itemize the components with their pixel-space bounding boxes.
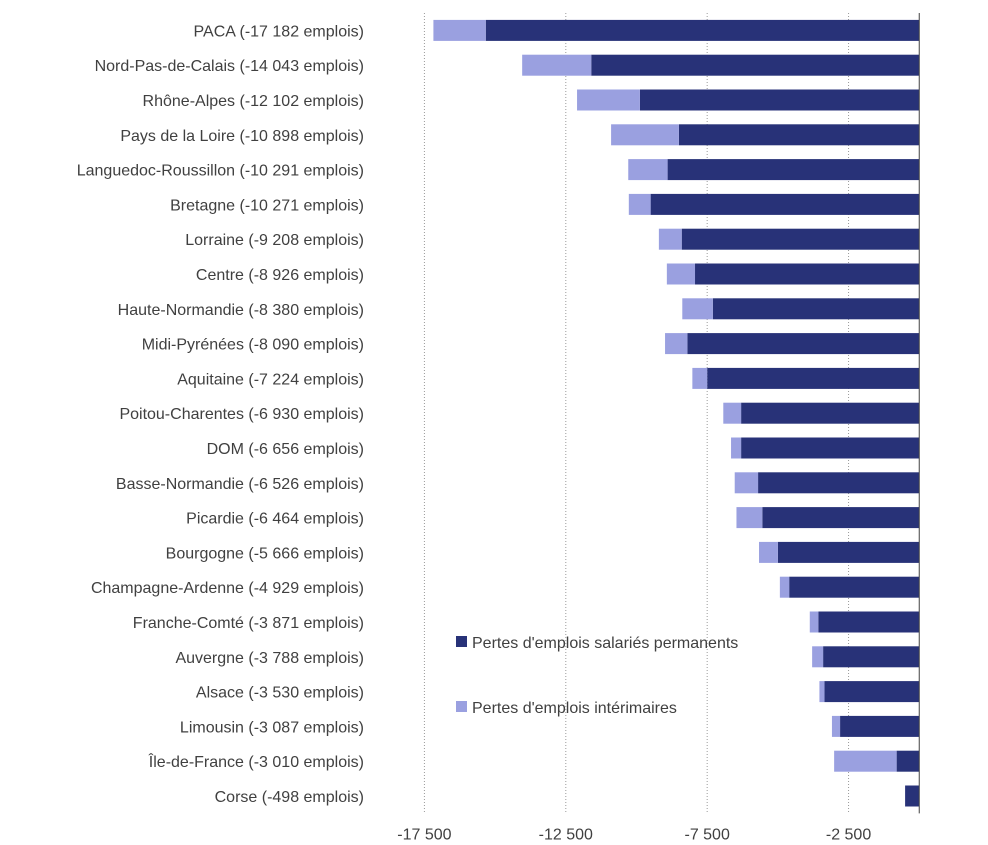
bar-permanents [905,785,920,807]
x-tick-label: -2 500 [826,826,871,843]
bar-interimaires [723,402,742,424]
gridlines [423,13,850,814]
category-label: Bretagne (-10 271 emplois) [170,197,364,214]
bar-permanents [667,159,920,181]
category-label: Bourgogne (-5 666 emplois) [166,545,364,562]
legend-swatch-interimaires [456,701,467,712]
category-label: DOM (-6 656 emplois) [207,441,364,458]
bar-permanents [824,681,920,703]
bar-permanents [758,472,920,494]
category-label: Midi-Pyrénées (-8 090 emplois) [142,337,364,354]
category-label: Auvergne (-3 788 emplois) [175,650,364,667]
category-label: Limousin (-3 087 emplois) [180,719,364,736]
bar-permanents [712,298,920,320]
bar-interimaires [731,437,742,459]
bar-interimaires [577,89,640,111]
bar-permanents [741,437,920,459]
bar-permanents [789,576,920,598]
category-label: Pays de la Loire (-10 898 emplois) [120,128,364,145]
category-label: Corse (-498 emplois) [215,789,364,806]
category-label: Haute-Normandie (-8 380 emplois) [118,302,364,319]
bar-permanents [681,228,920,250]
category-label: Basse-Normandie (-6 526 emplois) [116,476,364,493]
category-label: Picardie (-6 464 emplois) [186,511,364,528]
bar-interimaires [666,263,696,285]
category-label: Champagne-Ardenne (-4 929 emplois) [91,580,364,597]
bar-permanents [707,367,920,389]
bar-permanents [687,333,920,355]
legend-swatch-permanents [456,636,467,647]
bar-interimaires [812,646,824,668]
bar-interimaires [809,611,819,633]
category-label: Alsace (-3 530 emplois) [196,685,364,702]
x-axis-tick-labels: -17 500 -12 500 -7 500 -2 500 [397,826,871,843]
category-labels: PACA (-17 182 emplois) Nord-Pas-de-Calais… [77,23,364,806]
bar-permanents [823,646,920,668]
bar-interimaires [819,681,825,703]
x-tick-label: -7 500 [684,826,729,843]
bar-interimaires [834,750,897,772]
category-label: PACA (-17 182 emplois) [194,23,364,40]
bar-interimaires [628,159,668,181]
category-label: Languedoc-Roussillon (-10 291 emplois) [77,163,364,180]
bar-interimaires [831,715,841,737]
bar-interimaires [658,228,682,250]
bar-permanents [650,193,920,215]
x-tick-label: -17 500 [397,826,451,843]
legend-label-permanents-line1: Pertes d'emplois salariés permanents [472,635,738,652]
bar-interimaires [759,541,778,563]
bars [433,19,920,807]
category-label: Île-de-France (-3 010 emplois) [148,752,364,771]
bar-permanents [485,19,920,41]
category-label: Poitou-Charentes (-6 930 emplois) [119,406,364,423]
bar-interimaires [734,472,759,494]
bar-interimaires [665,333,688,355]
bar-interimaires [433,19,486,41]
bar-permanents [678,124,920,146]
bar-interimaires [611,124,679,146]
bar-permanents [818,611,920,633]
bar-permanents [741,402,920,424]
bar-permanents [896,750,920,772]
bar-permanents [777,541,920,563]
bar-permanents [695,263,920,285]
category-label: Aquitaine (-7 224 emplois) [177,371,364,388]
x-tick-label: -12 500 [539,826,593,843]
category-label: Franche-Comté (-3 871 emplois) [133,615,364,632]
bar-interimaires [682,298,713,320]
bar-interimaires [779,576,790,598]
legend: Pertes d'emplois salariés permanents Per… [456,635,738,717]
category-label: Lorraine (-9 208 emplois) [185,232,364,249]
bar-interimaires [736,507,763,529]
category-label: Rhône-Alpes (-12 102 emplois) [143,93,364,110]
bar-interimaires [692,367,708,389]
bar-interimaires [628,193,651,215]
category-label: Nord-Pas-de-Calais (-14 043 emplois) [95,58,364,75]
category-label: Centre (-8 926 emplois) [196,267,364,284]
bar-permanents [762,507,920,529]
bar-permanents [840,715,920,737]
legend-label-interimaires-line1: Pertes d'emplois intérimaires [472,700,677,717]
bar-interimaires [522,54,592,76]
bar-permanents [591,54,920,76]
bar-permanents [639,89,920,111]
